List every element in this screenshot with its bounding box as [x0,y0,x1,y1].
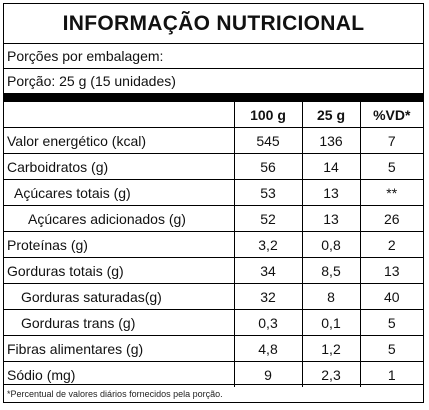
nutrient-name: Açúcares adicionados (g) [4,205,234,232]
header-per-25g: 25 g [301,102,360,128]
table-row: Carboidratos (g) 56 14 5 [4,153,423,180]
servings-per-package: Porções por embalagem: [4,43,423,67]
nutrient-name: Gorduras saturadas(g) [4,283,234,310]
table-row: Fibras alimentares (g) 4,8 1,2 5 [4,335,423,362]
nutrition-facts-label: INFORMAÇÃO NUTRICIONAL Porções por embal… [3,3,424,403]
nutrient-name: Fibras alimentares (g) [4,335,234,362]
value-per-25g: 0,1 [301,309,360,336]
value-per-100g: 545 [233,127,302,154]
value-per-100g: 34 [233,257,302,284]
value-percent-dv: 2 [359,231,423,258]
header-per-100g: 100 g [233,102,302,128]
value-per-25g: 14 [301,153,360,180]
value-per-25g: 2,3 [301,361,360,387]
table-header-row: 100 g 25 g %VD* [4,102,423,128]
value-percent-dv: ** [359,179,423,206]
table-row: Gorduras trans (g) 0,3 0,1 5 [4,309,423,336]
nutrient-name: Carboidratos (g) [4,153,234,180]
value-per-25g: 136 [301,127,360,154]
value-per-25g: 8,5 [301,257,360,284]
value-per-100g: 53 [233,179,302,206]
value-per-100g: 9 [233,361,302,387]
nutrient-name: Proteínas (g) [4,231,234,258]
table-row: Gorduras saturadas(g) 32 8 40 [4,283,423,310]
header-nutrient-blank [4,102,234,128]
value-percent-dv: 13 [359,257,423,284]
header-divider [4,93,423,102]
value-percent-dv: 5 [359,309,423,336]
value-per-25g: 13 [301,179,360,206]
value-percent-dv: 1 [359,361,423,387]
header-percent-dv: %VD* [359,102,423,128]
table-row: Sódio (mg) 9 2,3 1 [4,361,423,387]
value-per-100g: 52 [233,205,302,232]
value-per-25g: 0,8 [301,231,360,258]
value-percent-dv: 5 [359,153,423,180]
table-row: Gorduras totais (g) 34 8,5 13 [4,257,423,284]
value-per-100g: 4,8 [233,335,302,362]
value-per-100g: 0,3 [233,309,302,336]
value-percent-dv: 40 [359,283,423,310]
value-per-25g: 13 [301,205,360,232]
nutrient-name: Gorduras trans (g) [4,309,234,336]
nutrient-name: Sódio (mg) [4,361,234,387]
nutrient-name: Gorduras totais (g) [4,257,234,284]
value-per-100g: 32 [233,283,302,310]
table-row: Proteínas (g) 3,2 0,8 2 [4,231,423,258]
value-per-25g: 1,2 [301,335,360,362]
value-percent-dv: 26 [359,205,423,232]
table-row: Valor energético (kcal) 545 136 7 [4,127,423,154]
value-per-25g: 8 [301,283,360,310]
table-row: Açúcares totais (g) 53 13 ** [4,179,423,206]
serving-size: Porção: 25 g (15 unidades) [4,68,423,92]
value-per-100g: 56 [233,153,302,180]
nutrient-name: Açúcares totais (g) [4,179,234,206]
nutrition-table: 100 g 25 g %VD* Valor energético (kcal) … [4,102,423,387]
footnote: *Percentual de valores diários fornecido… [4,384,423,402]
value-per-100g: 3,2 [233,231,302,258]
value-percent-dv: 5 [359,335,423,362]
label-title: INFORMAÇÃO NUTRICIONAL [62,12,365,35]
value-percent-dv: 7 [359,127,423,154]
table-row: Açúcares adicionados (g) 52 13 26 [4,205,423,232]
nutrient-name: Valor energético (kcal) [4,127,234,154]
